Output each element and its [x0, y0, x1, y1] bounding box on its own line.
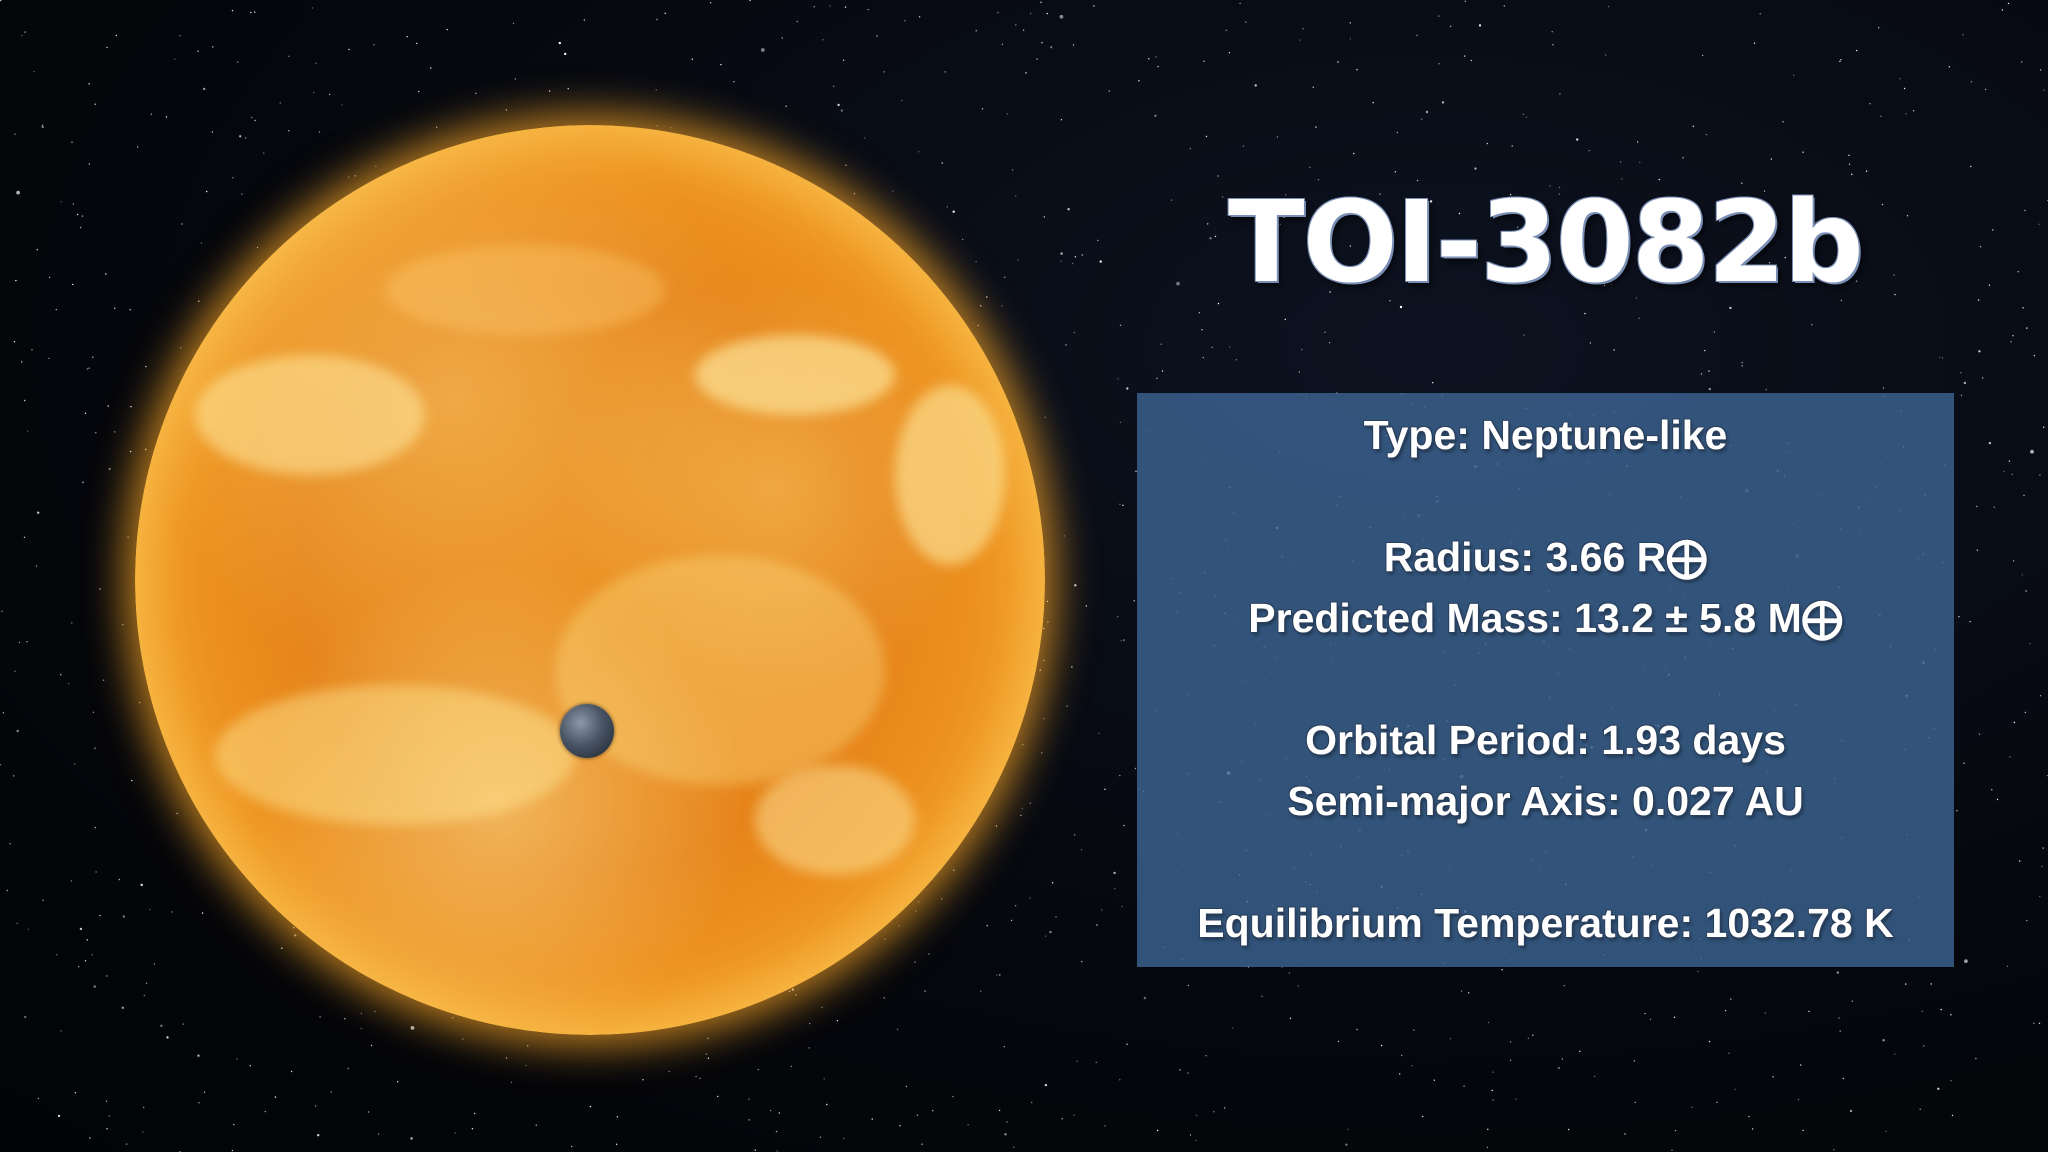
planet-orbital-period: Orbital Period: 1.93 days	[1305, 717, 1786, 763]
planet-info-panel: Type: Neptune-like Radius: 3.66 R⨁ Predi…	[1137, 393, 1954, 967]
info-spacer	[1137, 832, 1954, 893]
planet-radius: Radius: 3.66 R⨁	[1383, 534, 1708, 580]
planet-equilibrium-temperature: Equilibrium Temperature: 1032.78 K	[1197, 900, 1894, 946]
info-spacer	[1137, 649, 1954, 710]
planet-title: TOI-3082b	[1228, 178, 1864, 308]
host-star	[135, 125, 1045, 1035]
planet-predicted-mass: Predicted Mass: 13.2 ± 5.8 M⨁	[1248, 595, 1843, 641]
transiting-planet	[560, 704, 614, 758]
info-spacer	[1137, 466, 1954, 527]
planet-type: Type: Neptune-like	[1363, 412, 1728, 458]
planet-semi-major-axis: Semi-major Axis: 0.027 AU	[1287, 778, 1804, 824]
